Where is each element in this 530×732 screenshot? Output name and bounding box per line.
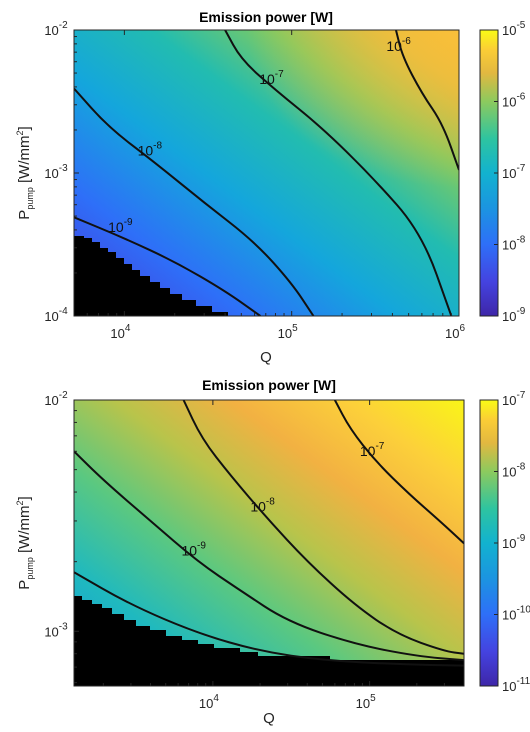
colorbar-tick-label: 10-5 — [502, 20, 526, 38]
top-no-data-region — [74, 236, 228, 316]
colorbar-tick-label: 10-6 — [502, 92, 526, 110]
bottom-plot-frame — [73, 399, 465, 687]
colorbar-tick-label: 10-7 — [502, 163, 526, 181]
top-chart: Emission power [W] 10-910-810-710-6 104 1… — [15, 9, 526, 366]
y-tick-label: 10-3 — [44, 163, 68, 181]
y-tick-label: 10-4 — [44, 306, 68, 324]
bottom-chart-title: Emission power [W] — [202, 377, 336, 393]
top-contour-lines — [74, 30, 459, 316]
bottom-contour-lines — [74, 400, 464, 667]
top-x-axis: 104 105 106 — [86, 30, 465, 341]
contour-label: 10-9 — [181, 541, 206, 559]
contour-label: 10-7 — [259, 69, 284, 87]
top-y-axis: 10-2 10-3 10-4 — [44, 20, 79, 324]
colorbar-tick-label: 10-9 — [502, 306, 526, 324]
contour-label: 10-8 — [138, 141, 163, 159]
contour-line — [224, 30, 453, 316]
bottom-y-axis-label: Ppump [W/mm2] — [15, 496, 35, 589]
bottom-heatmap — [74, 400, 464, 686]
contour-line — [182, 400, 464, 655]
x-tick-label: 106 — [445, 323, 465, 341]
x-tick-label: 104 — [199, 693, 219, 711]
contour-label: 10-9 — [108, 217, 133, 235]
colorbar-tick-label: 10-8 — [502, 235, 526, 253]
contour-line — [394, 30, 459, 171]
contour-label: 10-7 — [360, 441, 385, 459]
top-heatmap — [74, 30, 459, 316]
colorbar-tick-label: 10-7 — [502, 390, 526, 408]
colorbar-tick-label: 10-9 — [502, 533, 526, 551]
colorbar-tick-label: 10-11 — [502, 676, 530, 694]
x-tick-label: 105 — [356, 693, 376, 711]
top-colorbar-ticks: 10-5 10-6 10-7 10-8 10-9 — [494, 20, 526, 324]
top-y-axis-label: Ppump [W/mm2] — [15, 126, 35, 219]
x-tick-label: 105 — [278, 323, 298, 341]
contour-line — [74, 216, 261, 316]
y-tick-label: 10-2 — [44, 20, 68, 38]
bottom-chart: Emission power [W] 10-9 10-8 10-7 104 105 1… — [15, 377, 530, 727]
x-tick-label: 104 — [110, 323, 130, 341]
contour-line — [74, 450, 464, 662]
y-tick-label: 10-3 — [44, 621, 68, 639]
contour-label: 10-8 — [250, 497, 275, 515]
contour-line — [74, 571, 464, 667]
bottom-x-axis-label: Q — [263, 710, 275, 727]
top-contour-labels: 10-9 10-8 10-7 10-6 — [108, 36, 411, 235]
contour-line — [333, 400, 464, 545]
top-x-axis-label: Q — [260, 349, 272, 366]
contour-label: 10-6 — [386, 36, 411, 54]
contour-line — [74, 87, 315, 316]
bottom-y-axis: 10-2 10-3 — [44, 390, 79, 684]
top-chart-title: Emission power [W] — [199, 9, 333, 25]
colorbar-tick-label: 10-10 — [502, 605, 530, 623]
bottom-contour-labels: 10-9 10-8 10-7 — [181, 441, 384, 559]
colorbar-tick-label: 10-8 — [502, 462, 526, 480]
bottom-colorbar-ticks: 10-7 10-8 10-9 10-10 10-11 — [494, 390, 530, 694]
y-tick-label: 10-2 — [44, 390, 68, 408]
bottom-x-axis: 104 105 — [102, 400, 445, 711]
